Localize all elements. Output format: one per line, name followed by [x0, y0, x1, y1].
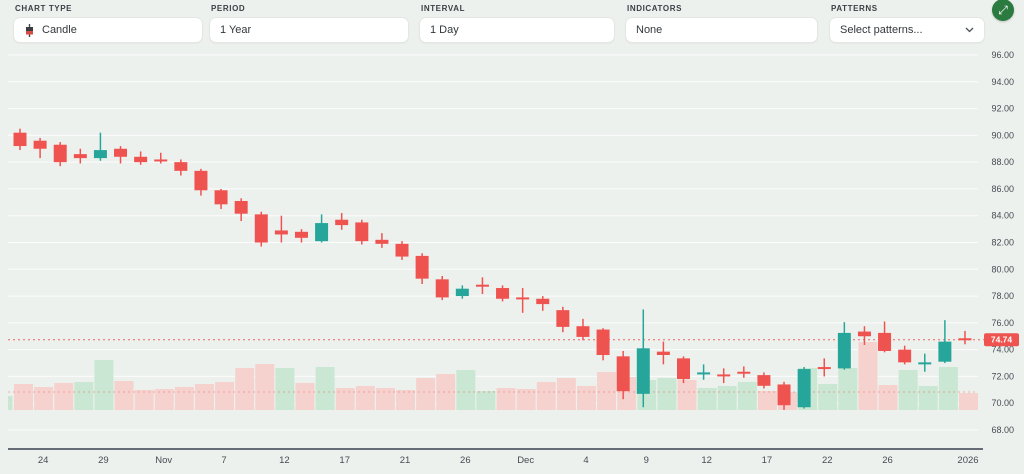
y-axis-label: 94.00 — [991, 77, 1014, 87]
y-axis-label: 72.00 — [991, 371, 1014, 381]
axes-layer: 24 29 Nov 7 12 17 21 26 Dec 4 9 12 17 22 26 2026 96.00 94… — [8, 50, 1019, 466]
indicators-select[interactable]: None — [625, 17, 818, 43]
control-chart-type: CHART TYPE Candle — [13, 2, 203, 43]
y-axis-label: 86.00 — [991, 184, 1014, 194]
period-select[interactable]: 1 Year — [209, 17, 409, 43]
y-axis-label: 68.00 — [991, 425, 1014, 435]
x-axis-label: 29 — [98, 455, 109, 466]
patterns-select[interactable]: Select patterns... — [829, 17, 985, 43]
x-axis-label: 24 — [38, 455, 49, 466]
control-period: PERIOD 1 Year — [209, 2, 409, 43]
interval-select[interactable]: 1 Day — [419, 17, 615, 43]
period-value: 1 Year — [220, 24, 252, 36]
y-axis-label: 80.00 — [991, 264, 1014, 274]
chart-type-select[interactable]: Candle — [13, 17, 203, 43]
candle-icon — [24, 23, 35, 37]
candles-layer — [13, 128, 972, 410]
chart-type-label: CHART TYPE — [15, 4, 73, 13]
x-axis-label: Nov — [155, 455, 172, 466]
chevron-down-icon — [965, 27, 974, 33]
x-axis-label: 26 — [882, 455, 893, 466]
control-interval: INTERVAL 1 Day — [419, 2, 615, 43]
y-axis-label: 82.00 — [991, 238, 1014, 248]
chart-type-value: Candle — [42, 24, 77, 36]
x-axis-label: 17 — [762, 455, 773, 466]
interval-value: 1 Day — [430, 24, 459, 36]
y-axis-label: 90.00 — [991, 130, 1014, 140]
last-price-value: 74.74 — [991, 335, 1013, 345]
x-axis-label: 4 — [583, 455, 588, 466]
y-axis-label: 84.00 — [991, 211, 1014, 221]
patterns-label: PATTERNS — [831, 4, 878, 13]
x-axis-label: 26 — [460, 455, 471, 466]
y-axis-label: 96.00 — [991, 50, 1014, 60]
x-axis-label: 12 — [279, 455, 290, 466]
interval-label: INTERVAL — [421, 4, 466, 13]
patterns-value: Select patterns... — [840, 24, 923, 36]
last-price-badge — [984, 333, 1019, 347]
period-label: PERIOD — [211, 4, 246, 13]
y-axis-label: 74.00 — [991, 345, 1014, 355]
x-axis-label: 2026 — [957, 455, 978, 466]
volume-layer — [8, 342, 978, 410]
control-indicators: INDICATORS None — [625, 2, 818, 43]
y-axis-label: 78.00 — [991, 291, 1014, 301]
indicators-value: None — [636, 24, 663, 36]
x-axis-label: 17 — [339, 455, 350, 466]
control-patterns: PATTERNS Select patterns... — [829, 2, 985, 43]
x-axis-label: Dec — [517, 455, 534, 466]
y-axis-label: 70.00 — [991, 398, 1014, 408]
y-axis-label: 76.00 — [991, 318, 1014, 328]
x-axis-label: 12 — [701, 455, 712, 466]
grid-layer — [8, 54, 978, 431]
y-axis-label: 88.00 — [991, 157, 1014, 167]
y-axis-label: 92.00 — [991, 104, 1014, 114]
indicators-label: INDICATORS — [627, 4, 683, 13]
x-axis-label: 9 — [644, 455, 649, 466]
chart-toolbar: CHART TYPE Candle PERIOD 1 Year INTERVAL… — [0, 0, 1024, 48]
level-lines-layer — [8, 339, 984, 393]
fullscreen-button[interactable]: ⤢ — [992, 0, 1014, 21]
x-axis-label: 22 — [822, 455, 833, 466]
expand-icon: ⤢ — [998, 3, 1008, 17]
x-axis-label: 7 — [221, 455, 226, 466]
x-axis-label: 21 — [400, 455, 411, 466]
